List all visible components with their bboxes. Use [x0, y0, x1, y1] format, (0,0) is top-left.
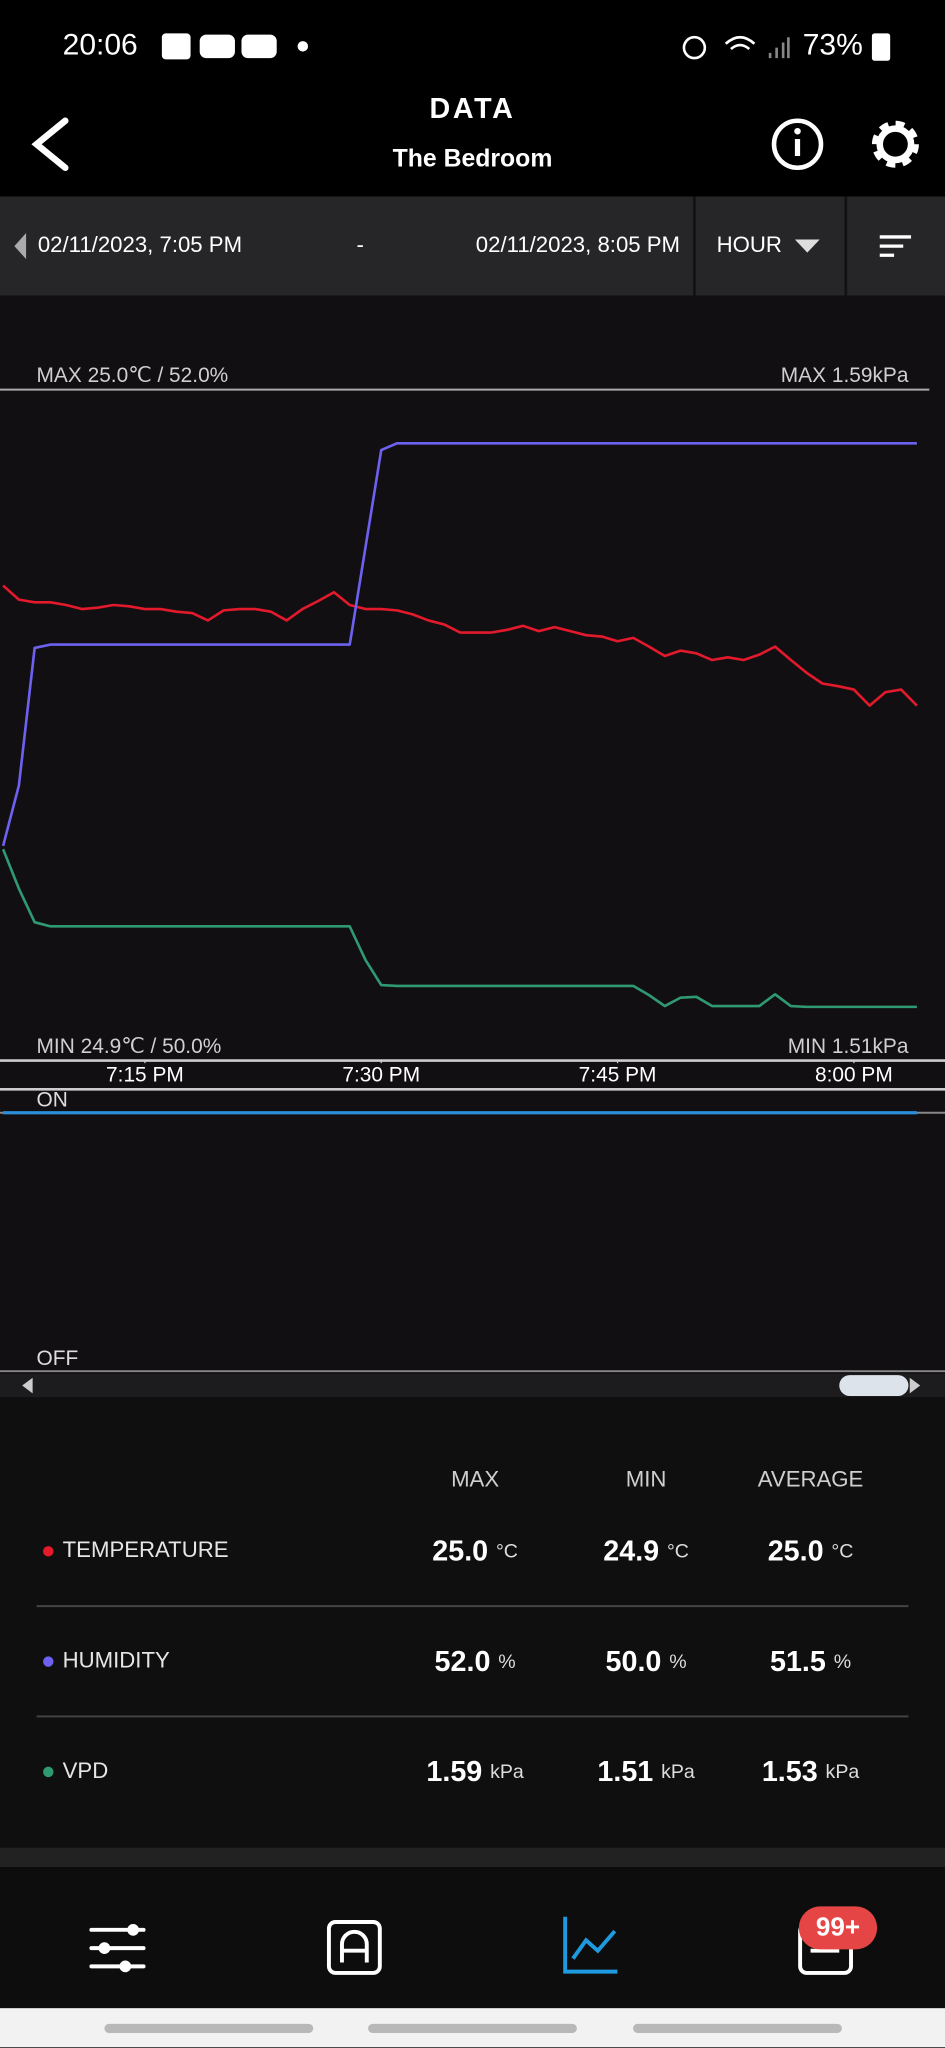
scroll-right[interactable]	[909, 1377, 921, 1394]
data-line	[1, 848, 917, 1009]
stat-unit: %	[498, 1651, 515, 1673]
sort-button[interactable]	[879, 235, 912, 257]
y-tick-label: OFF	[37, 1347, 79, 1370]
status-icons	[161, 33, 309, 60]
range-end[interactable]: 02/11/2023, 8:05 PM	[476, 232, 680, 257]
stat-unit: kPa	[661, 1761, 695, 1783]
x-tick-label: 7:15 PM	[106, 1064, 184, 1087]
stat-value: 25.0 °C	[768, 1535, 854, 1567]
stat-number: 24.9	[603, 1535, 659, 1567]
x-tick-label: 7:45 PM	[579, 1064, 657, 1087]
page-title: DATA	[430, 93, 516, 125]
range-separator: -	[357, 232, 364, 257]
divider	[0, 1847, 945, 1868]
range-bar	[0, 196, 945, 296]
axis-annotation: MAX 25.0℃ / 52.0%	[37, 364, 229, 387]
stats-area	[0, 1397, 945, 1848]
settings-button[interactable]	[871, 120, 919, 168]
axis-annotation: MAX 1.59kPa	[781, 364, 909, 387]
nav-data[interactable]	[563, 1916, 618, 1974]
nav-controls[interactable]	[89, 1923, 146, 1973]
interval-label: HOUR	[717, 232, 782, 257]
stat-number: 1.51	[597, 1756, 653, 1788]
stat-value: 25.0 °C	[432, 1535, 518, 1567]
stat-value: 1.53 kPa	[762, 1756, 860, 1788]
stat-number: 51.5	[770, 1645, 826, 1677]
stat-unit: °C	[496, 1541, 518, 1563]
x-tick-label: 8:00 PM	[815, 1064, 893, 1087]
legend-dot	[43, 1766, 54, 1778]
stat-unit: °C	[667, 1541, 689, 1563]
axis-annotation: MIN 1.51kPa	[788, 1035, 909, 1058]
gesture-pill	[104, 2023, 314, 2033]
x-tick-label: 7:30 PM	[342, 1064, 420, 1087]
row-name: TEMPERATURE	[63, 1537, 229, 1562]
stat-value: 51.5%	[770, 1645, 851, 1677]
stat-number: 1.53	[762, 1756, 818, 1788]
column-header: MAX	[451, 1467, 499, 1492]
status-battery: 73%	[803, 28, 863, 61]
stat-value: 52.0%	[435, 1645, 516, 1677]
range-prev[interactable]	[14, 233, 27, 260]
stat-unit: °C	[831, 1541, 853, 1563]
data-line	[2, 584, 918, 707]
row-name: HUMIDITY	[63, 1647, 170, 1672]
axis-annotation: MIN 24.9℃ / 50.0%	[37, 1035, 222, 1058]
stat-unit: %	[834, 1651, 851, 1673]
legend-dot	[43, 1546, 54, 1557]
chart-area	[0, 295, 945, 1398]
scroll-track	[0, 1373, 945, 1398]
stat-unit: kPa	[490, 1761, 524, 1783]
gesture-pill	[633, 2023, 842, 2033]
column-header: MIN	[626, 1467, 667, 1492]
nav-notifications[interactable]: 99+	[798, 1906, 878, 1975]
stat-number: 1.59	[426, 1756, 482, 1788]
gesture-pill	[368, 2023, 577, 2033]
interval-dropdown[interactable]: HOUR	[717, 232, 820, 257]
stat-number: 25.0	[432, 1535, 488, 1567]
stat-unit: %	[669, 1651, 686, 1673]
status-time: 20:06	[63, 28, 138, 61]
stat-value: 24.9 °C	[603, 1535, 689, 1567]
status-right-icons	[682, 35, 790, 60]
battery-icon	[871, 33, 891, 61]
stat-value: 50.0%	[606, 1645, 687, 1677]
scroll-handle[interactable]	[839, 1375, 909, 1396]
notification-badge: 99+	[816, 1911, 860, 1941]
scroll-left[interactable]	[22, 1377, 33, 1394]
row-name: VPD	[63, 1758, 109, 1783]
column-header: AVERAGE	[758, 1467, 864, 1492]
nav-bar	[0, 1867, 945, 2009]
info-button[interactable]	[771, 118, 824, 171]
stat-unit: kPa	[826, 1761, 860, 1783]
stat-number: 52.0	[435, 1645, 491, 1677]
stat-number: 50.0	[606, 1645, 662, 1677]
range-start[interactable]: 02/11/2023, 7:05 PM	[38, 232, 242, 257]
legend-dot	[43, 1656, 54, 1667]
data-line	[1, 442, 917, 847]
page-subtitle: The Bedroom	[393, 145, 553, 172]
back-button[interactable]	[31, 117, 69, 172]
stat-value: 1.51 kPa	[597, 1756, 695, 1788]
stat-number: 25.0	[768, 1535, 824, 1567]
y-tick-label: ON	[37, 1089, 68, 1112]
stat-value: 1.59 kPa	[426, 1756, 524, 1788]
nav-automation[interactable]	[326, 1920, 382, 1975]
